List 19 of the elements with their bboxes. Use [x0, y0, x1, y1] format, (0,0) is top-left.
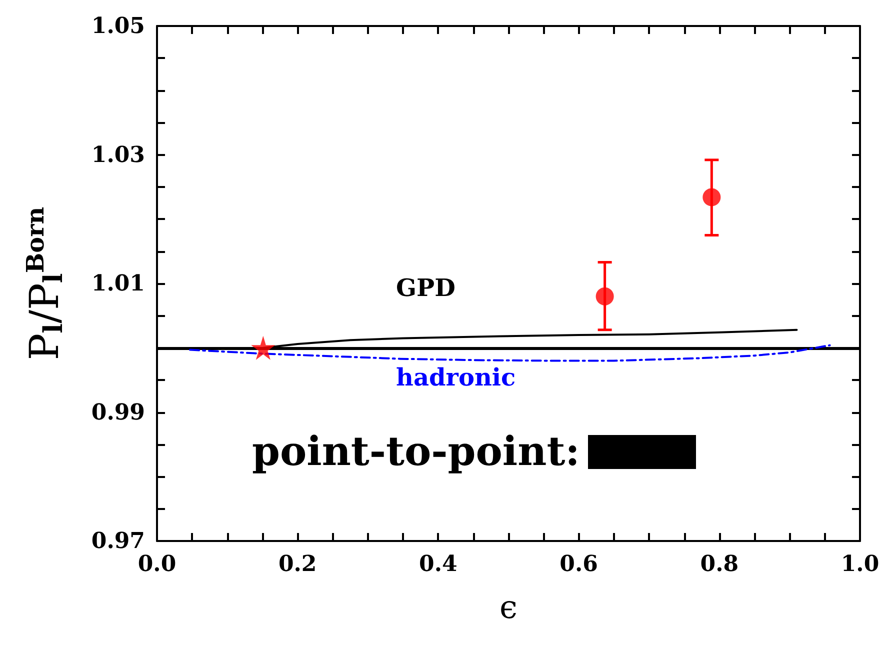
y-tick-label: 1.01	[91, 270, 145, 296]
x-tick-label: 0.6	[560, 551, 598, 577]
y-tick-label: 0.99	[91, 399, 145, 426]
y-tick-label: 0.97	[91, 528, 145, 554]
series-label: hadronic	[396, 362, 516, 392]
y-tick-label: 1.05	[91, 13, 145, 39]
y-axis-title: Pl/PlBorn	[20, 206, 69, 360]
point	[596, 287, 614, 306]
x-tick-label: 0.8	[700, 551, 739, 577]
point	[251, 336, 276, 360]
x-tick-label: 0.4	[419, 551, 458, 577]
x-axis-title: ϵ	[500, 588, 518, 626]
x-tick-label: 0.2	[278, 551, 317, 577]
series-label: GPD	[396, 272, 456, 302]
y-tick-label: 1.03	[91, 142, 145, 168]
annotation: point-to-point:	[252, 428, 580, 475]
point	[702, 188, 721, 206]
x-tick-label: 0.0	[138, 551, 176, 577]
x-tick-label: 1.0	[840, 551, 880, 577]
